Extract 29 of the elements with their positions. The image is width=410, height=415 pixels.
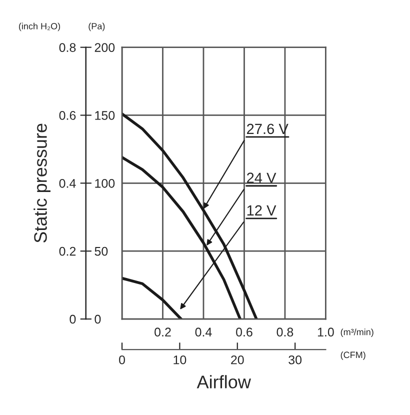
y2-tick-label: 200	[94, 43, 115, 52]
y-axis-title: Static pressure	[34, 124, 50, 243]
y2-tick-label: 50	[94, 246, 108, 256]
x-tick-label: 0.4	[195, 328, 212, 337]
text: (m³/min)	[340, 328, 374, 338]
text: (CFM)	[340, 351, 366, 360]
x2-tick-label: 0	[119, 355, 126, 364]
x2-tick-label: 20	[231, 355, 244, 364]
x-tick-label: 0.6	[236, 328, 252, 337]
y2-tick-label: 100	[95, 178, 115, 188]
x-tick-label: 1.0	[318, 328, 334, 337]
y-tick-label: 0.6	[59, 111, 76, 120]
annotation: 12 V	[247, 205, 276, 216]
y-tick-label: 0	[70, 314, 76, 324]
x-axis-title: Airflow	[196, 375, 251, 388]
text: (Pa)	[88, 22, 105, 32]
x2-tick-label: 30	[288, 355, 302, 364]
text: (inch H₂O)	[19, 22, 60, 32]
y-tick-label: 0.4	[59, 178, 76, 188]
line-series	[122, 276, 182, 320]
y-tick-label: 0.8	[59, 43, 76, 52]
x-tick-label: 0.2	[154, 328, 171, 337]
annotation: 24 V	[247, 172, 276, 183]
x2-tick-label: 10	[174, 355, 186, 364]
y2-tick-label: 0	[94, 314, 101, 324]
x-tick-label: 0.8	[276, 328, 294, 337]
line-series	[122, 156, 242, 320]
y-tick-label: 0.2	[59, 246, 76, 256]
y2-tick-label: 150	[95, 111, 115, 120]
